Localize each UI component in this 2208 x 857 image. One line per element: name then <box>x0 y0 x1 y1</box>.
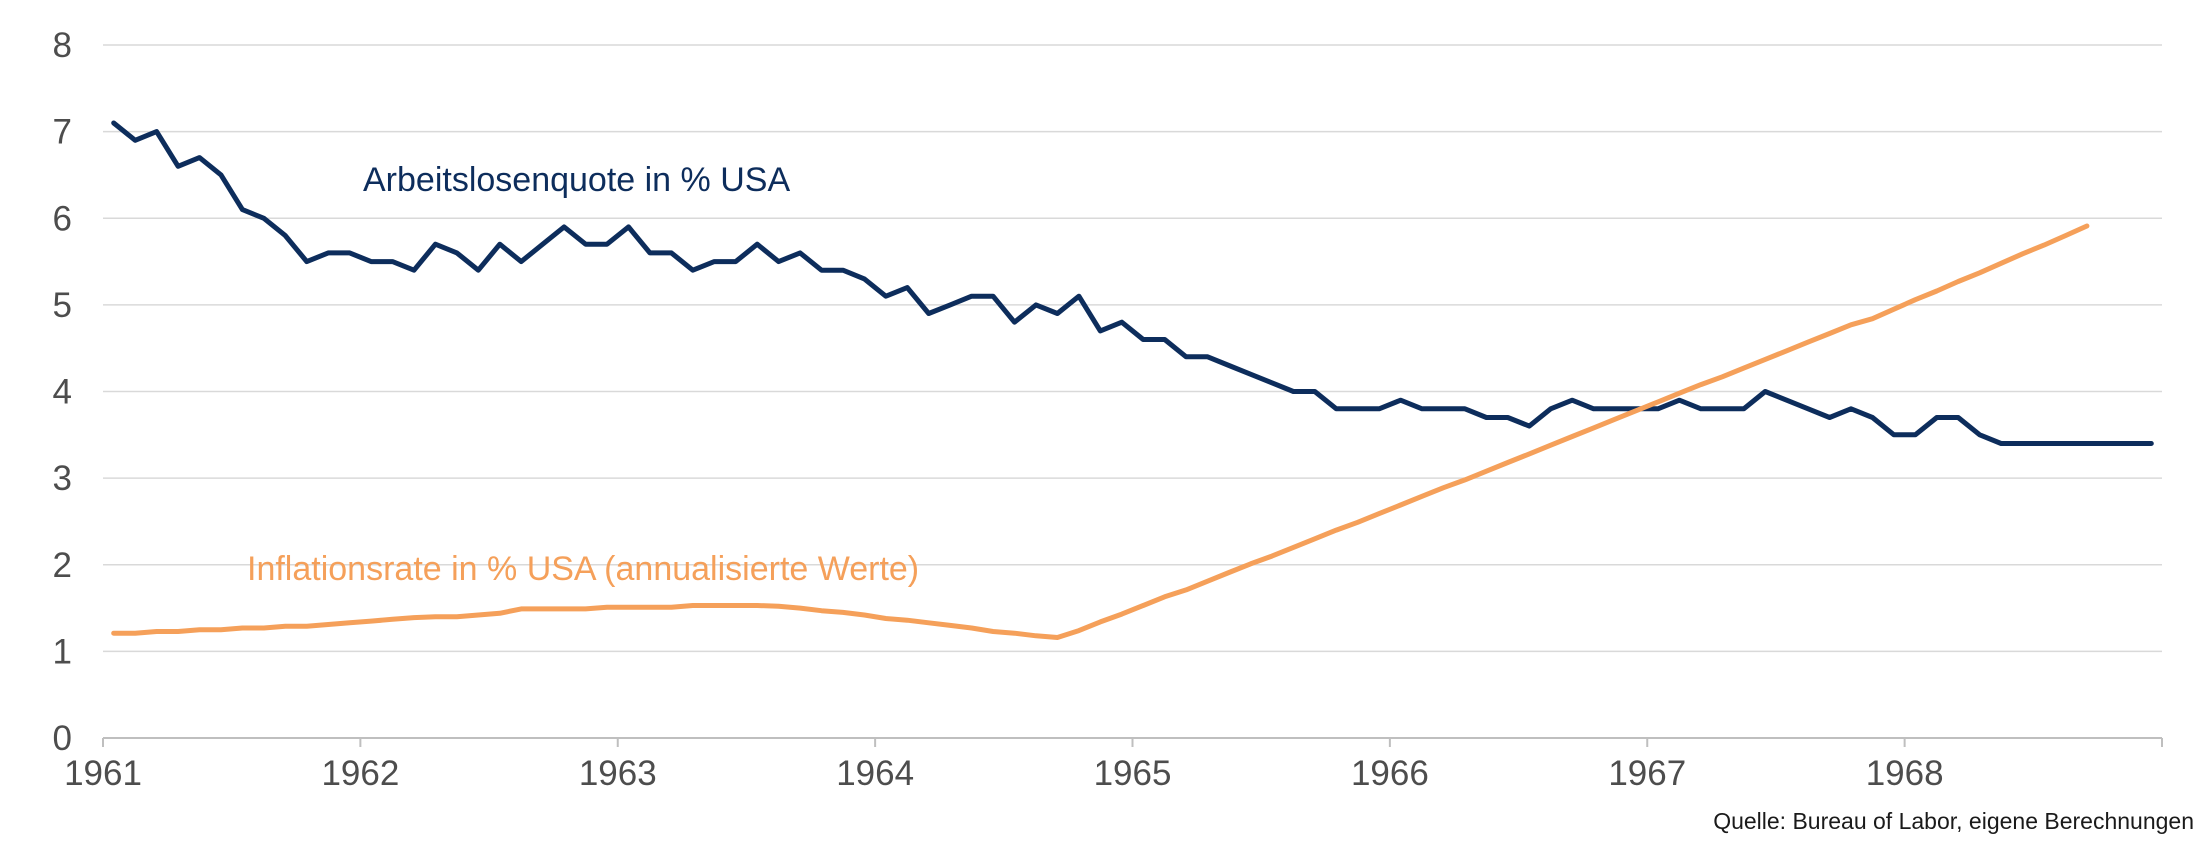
y-tick-label: 6 <box>53 199 72 238</box>
x-tick-label: 1968 <box>1866 754 1944 793</box>
x-axis-ticks: 1961 1962 1963 1964 1965 1966 1967 1968 <box>64 738 2163 793</box>
y-tick-label: 1 <box>53 632 72 671</box>
y-tick-label: 4 <box>53 373 72 412</box>
y-axis-ticks: 0 1 2 3 4 5 6 7 8 <box>53 26 72 758</box>
x-tick-label: 1964 <box>836 754 914 793</box>
series-line-inflationsrate <box>111 223 2090 640</box>
x-tick-label: 1963 <box>579 754 657 793</box>
series-label-arbeitslosenquote: Arbeitslosenquote in % USA <box>363 161 790 199</box>
y-tick-label: 0 <box>53 719 72 758</box>
y-tick-label: 3 <box>53 459 72 498</box>
x-tick-label: 1965 <box>1094 754 1172 793</box>
source-note: Quelle: Bureau of Labor, eigene Berechnu… <box>1713 808 2194 834</box>
grid-lines <box>103 44 2162 653</box>
x-tick-label: 1966 <box>1351 754 1429 793</box>
y-tick-label: 8 <box>53 26 72 65</box>
series-label-inflationsrate: Inflationsrate in % USA (annualisierte W… <box>247 550 919 588</box>
x-tick-label: 1961 <box>64 754 142 793</box>
series-lines <box>111 120 2154 640</box>
series-line-arbeitslosenquote <box>111 120 2154 446</box>
x-tick-label: 1967 <box>1608 754 1686 793</box>
x-tick-label: 1962 <box>321 754 399 793</box>
y-tick-label: 5 <box>53 286 72 325</box>
y-tick-label: 2 <box>53 546 72 585</box>
y-tick-label: 7 <box>53 113 72 152</box>
